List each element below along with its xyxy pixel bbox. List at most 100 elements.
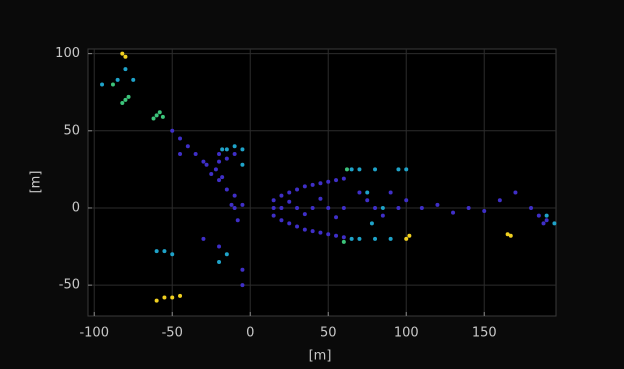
point [287,200,291,204]
point [381,206,385,210]
point [201,237,205,241]
point [334,215,338,219]
point [373,167,377,171]
x-axis-label: [m] [309,349,332,364]
point [482,209,486,213]
point [451,211,455,215]
point [303,212,307,216]
point [161,115,165,119]
point [158,110,162,114]
point [233,194,237,198]
point [279,206,283,210]
point [240,283,244,287]
chart: [m] [m] -100-50050100150-50050100 [0,0,624,369]
point [513,191,517,195]
point [240,203,244,207]
point [209,172,213,176]
point [542,221,546,225]
x-tick-label: 150 [472,326,497,341]
point [220,175,224,179]
point [295,206,299,210]
point [123,98,127,102]
point [326,180,330,184]
point [407,234,411,238]
point [404,198,408,202]
point [178,294,182,298]
point [217,152,221,156]
point [279,194,283,198]
point [225,187,229,191]
x-tick-label: 100 [394,326,419,341]
x-tick-label: -50 [162,326,183,341]
point [350,237,354,241]
point [217,245,221,249]
point [194,152,198,156]
point [233,144,237,148]
y-tick-label: -50 [59,278,80,293]
point [318,181,322,185]
point [162,295,166,299]
point [279,218,283,222]
x-tick-label: 50 [320,326,337,341]
point [170,129,174,133]
point [127,95,131,99]
point [365,198,369,202]
point [225,252,229,256]
point [100,82,104,86]
point [170,252,174,256]
point [111,82,115,86]
y-axis-label: [m] [29,171,44,194]
point [389,237,393,241]
point [529,206,533,210]
point [178,152,182,156]
point [155,249,159,253]
point [220,147,224,151]
point [396,167,400,171]
point [205,163,209,167]
point [435,203,439,207]
point [201,160,205,164]
point [240,268,244,272]
point [123,67,127,71]
point [155,113,159,117]
x-tick-label: -100 [79,326,109,341]
point [342,240,346,244]
point [357,167,361,171]
point [373,206,377,210]
point [326,206,330,210]
point [420,206,424,210]
point [350,167,354,171]
point [233,206,237,210]
point [311,183,315,187]
point [373,237,377,241]
point [120,52,124,56]
point [240,147,244,151]
point [396,206,400,210]
point [272,198,276,202]
point [295,224,299,228]
point [381,214,385,218]
point [318,231,322,235]
point [152,116,156,120]
y-tick-label: 0 [72,200,80,215]
point [467,206,471,210]
point [225,157,229,161]
point [236,218,240,222]
point [334,234,338,238]
point [545,214,549,218]
point [537,214,541,218]
point [506,232,510,236]
point [225,147,229,151]
point [404,237,408,241]
y-tick-label: 50 [63,123,80,138]
point [120,101,124,105]
point [389,191,393,195]
point [233,152,237,156]
point [342,235,346,239]
point [357,237,361,241]
point [552,221,556,225]
point [334,178,338,182]
point [217,260,221,264]
point [240,163,244,167]
point [357,191,361,195]
